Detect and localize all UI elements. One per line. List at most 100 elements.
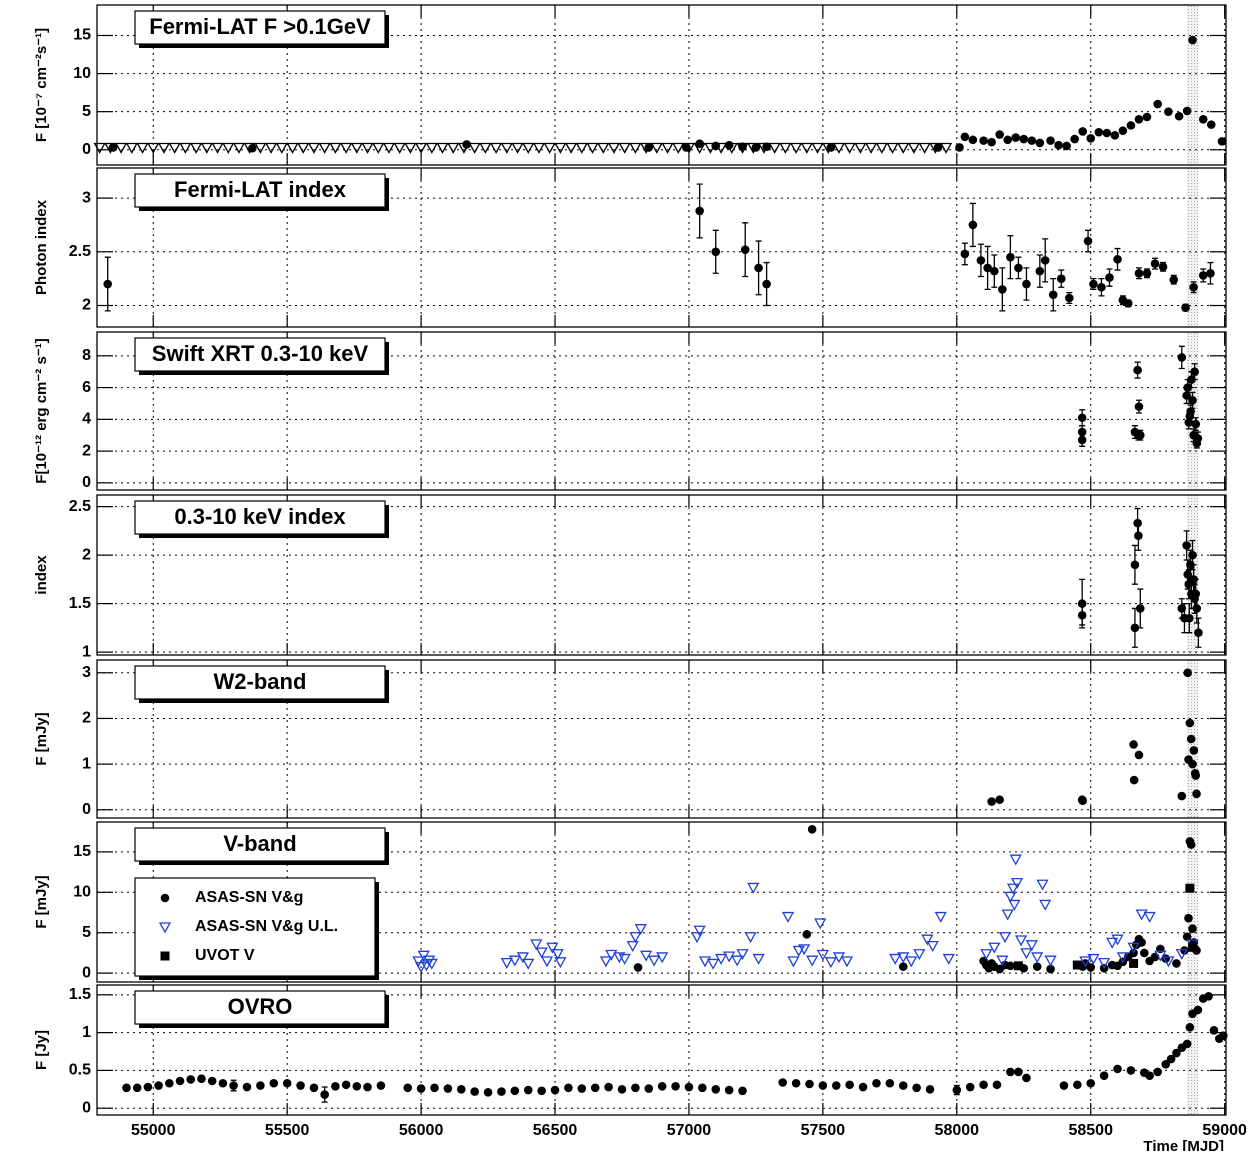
point-marker — [1182, 932, 1192, 942]
point-marker — [960, 249, 970, 259]
point-marker — [1126, 121, 1136, 130]
x-tick-label: 55500 — [265, 1122, 310, 1139]
upper-limit-marker — [275, 142, 288, 154]
upper-limit-marker — [905, 956, 918, 968]
point-marker — [987, 797, 996, 806]
panel-title: Fermi-LAT index — [174, 177, 347, 202]
x-tick-label: 55000 — [131, 1122, 176, 1139]
point-marker — [403, 1083, 413, 1093]
point-marker — [122, 1083, 131, 1093]
upper-limit-marker — [382, 142, 396, 154]
upper-limit-marker — [393, 142, 406, 154]
y-tick-label: 4 — [82, 411, 91, 428]
point-marker — [1126, 1066, 1136, 1075]
point-marker — [577, 1084, 587, 1093]
point-marker — [1185, 613, 1194, 623]
point-marker — [695, 139, 704, 148]
point-marker — [1158, 262, 1168, 272]
upper-limit-marker — [897, 142, 910, 154]
upper-limit-marker — [1098, 957, 1111, 969]
upper-limit-marker — [913, 949, 926, 961]
point-marker — [1186, 734, 1196, 744]
upper-limit-marker — [318, 142, 331, 154]
upper-limit-marker — [436, 142, 449, 154]
upper-limit-marker — [650, 142, 663, 154]
point-marker — [633, 963, 643, 972]
point-marker — [1181, 303, 1190, 312]
point-marker — [1130, 560, 1140, 570]
point-marker — [762, 279, 771, 289]
point-marker — [724, 1085, 734, 1095]
upper-limit-marker — [551, 949, 564, 961]
point-marker — [738, 1086, 747, 1096]
upper-limit-marker — [897, 952, 910, 964]
upper-limit-marker — [530, 939, 543, 951]
point-marker — [1172, 959, 1181, 968]
point-marker — [604, 1082, 613, 1092]
upper-limit-marker — [698, 956, 712, 968]
point-marker — [1191, 771, 1201, 780]
square-marker — [1188, 942, 1198, 952]
point-marker — [898, 962, 908, 971]
upper-limit-marker — [1106, 937, 1119, 949]
y-tick-label: 10 — [73, 65, 91, 82]
upper-limit-marker — [1044, 955, 1057, 967]
point-marker — [590, 1083, 600, 1093]
upper-limit-marker — [564, 142, 578, 154]
title-box — [134, 827, 386, 862]
point-marker — [1177, 353, 1187, 362]
point-marker — [990, 266, 999, 276]
upper-limit-marker — [832, 142, 846, 154]
upper-limit-marker — [781, 911, 795, 923]
point-marker — [154, 1081, 163, 1090]
y-tick-label: 1.5 — [69, 595, 91, 612]
upper-limit-marker — [800, 142, 813, 154]
point-marker — [1142, 268, 1152, 278]
upper-limit-marker — [586, 142, 599, 154]
square-marker — [1185, 883, 1195, 893]
point-marker — [983, 263, 992, 273]
point-marker — [1182, 541, 1191, 550]
upper-limit-marker — [297, 142, 310, 154]
upper-limit-marker — [661, 142, 674, 154]
point-marker — [197, 1074, 206, 1084]
point-marker — [218, 1078, 228, 1088]
upper-limit-marker — [125, 142, 138, 154]
y-tick-label: 8 — [82, 347, 91, 364]
point-marker — [1204, 992, 1213, 1001]
point-marker — [1077, 610, 1087, 620]
upper-limit-marker — [926, 940, 939, 952]
upper-limit-marker — [1175, 949, 1188, 961]
point-marker — [537, 1086, 546, 1096]
upper-limit-marker — [656, 952, 669, 964]
x-tick-label: 58500 — [1068, 1122, 1113, 1139]
point-marker — [1193, 1005, 1203, 1015]
point-marker — [1027, 136, 1037, 145]
upper-limit-marker — [690, 932, 704, 944]
point-marker — [826, 143, 836, 152]
upper-limit-marker — [1006, 883, 1020, 895]
upper-limit-marker — [921, 934, 934, 946]
upper-limit-marker — [747, 882, 760, 894]
point-marker — [724, 140, 734, 150]
point-marker — [165, 1078, 174, 1088]
point-marker — [1206, 268, 1215, 278]
point-marker — [1198, 114, 1208, 124]
upper-limit-marker — [1014, 935, 1028, 947]
upper-limit-marker — [414, 961, 428, 973]
square-marker — [1072, 960, 1082, 970]
point-marker — [1186, 407, 1195, 416]
point-marker — [1014, 263, 1023, 273]
point-marker — [1099, 1071, 1109, 1080]
y-tick-label: 5 — [82, 924, 91, 941]
point-marker — [341, 1080, 351, 1090]
upper-limit-marker — [634, 924, 647, 936]
y-tick-label: 2 — [82, 546, 91, 563]
upper-limit-marker — [814, 918, 827, 930]
y-tick-label: 10 — [73, 884, 91, 901]
point-marker — [1046, 136, 1055, 145]
square-marker — [1129, 958, 1139, 968]
point-marker — [1153, 1067, 1162, 1077]
highlight-band — [1186, 822, 1199, 982]
point-marker — [740, 245, 750, 254]
